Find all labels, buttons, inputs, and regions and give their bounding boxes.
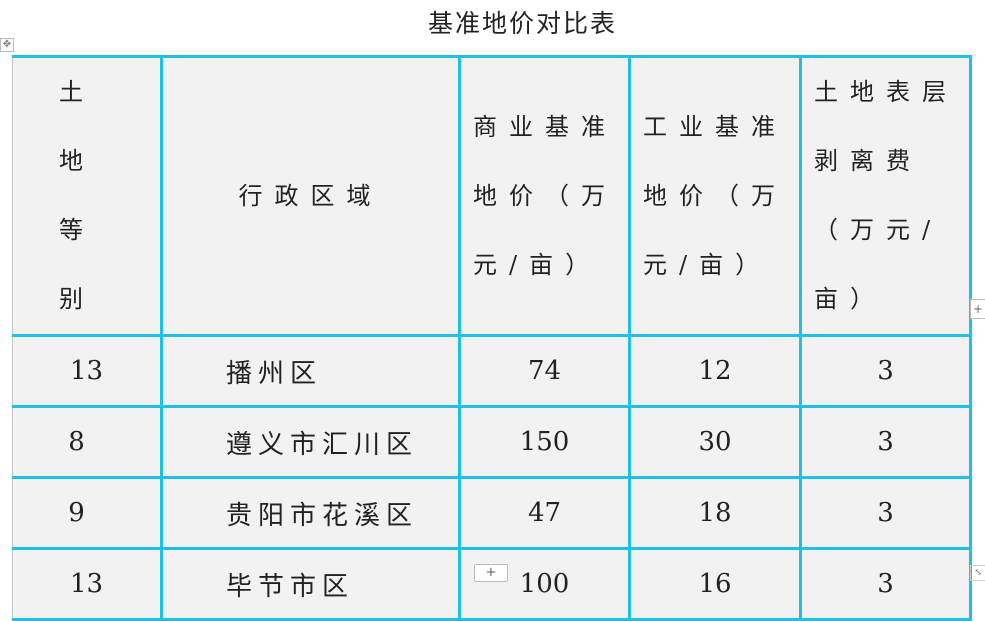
cell-grade: 8 xyxy=(12,405,163,479)
cell-industrial: 18 xyxy=(628,476,802,550)
add-row-button[interactable]: + xyxy=(474,564,508,582)
table-move-handle-icon[interactable]: ✥ xyxy=(0,38,14,52)
cell-stripping: 3 xyxy=(799,547,972,621)
cell-district: 播州区 xyxy=(160,334,461,408)
cell-stripping: 3 xyxy=(799,405,972,479)
cell-commercial: 74 xyxy=(458,334,631,408)
document-title: 基准地价对比表 xyxy=(427,9,617,38)
cell-district: 贵阳市花溪区 xyxy=(160,476,461,550)
header-industrial-price: 工业基准地价（万元/亩） xyxy=(628,55,802,337)
land-price-table: 土地等别 行政区域 商业基准地价（万元/亩） 工业基准地价（万元/亩） 土地表层… xyxy=(12,55,972,621)
cell-commercial: 100 xyxy=(458,547,631,621)
header-row: 土地等别 行政区域 商业基准地价（万元/亩） 工业基准地价（万元/亩） 土地表层… xyxy=(12,55,972,337)
table-resize-handle-icon[interactable]: ⤡ xyxy=(970,565,985,581)
header-commercial-price: 商业基准地价（万元/亩） xyxy=(458,55,631,337)
cell-stripping: 3 xyxy=(799,334,972,408)
header-district: 行政区域 xyxy=(160,55,461,337)
table-row: 9 贵阳市花溪区 47 18 3 xyxy=(12,476,972,550)
cell-grade: 9 xyxy=(12,476,163,550)
cell-commercial: 47 xyxy=(458,476,631,550)
cell-district: 遵义市汇川区 xyxy=(160,405,461,479)
cell-district: 毕节市区 xyxy=(160,547,461,621)
table-row: 8 遵义市汇川区 150 30 3 xyxy=(12,405,972,479)
table-row: 13 毕节市区 100 16 3 xyxy=(12,547,972,621)
cell-grade: 13 xyxy=(12,334,163,408)
header-grade: 土地等别 xyxy=(12,55,163,337)
cell-stripping: 3 xyxy=(799,476,972,550)
cell-industrial: 30 xyxy=(628,405,802,479)
cell-industrial: 12 xyxy=(628,334,802,408)
cell-commercial: 150 xyxy=(458,405,631,479)
cell-industrial: 16 xyxy=(628,547,802,621)
header-stripping-fee: 土地表层剥离费（万元/亩） xyxy=(799,55,972,337)
add-column-button[interactable]: + xyxy=(970,299,985,319)
cell-grade: 13 xyxy=(12,547,163,621)
table-row: 13 播州区 74 12 3 xyxy=(12,334,972,408)
